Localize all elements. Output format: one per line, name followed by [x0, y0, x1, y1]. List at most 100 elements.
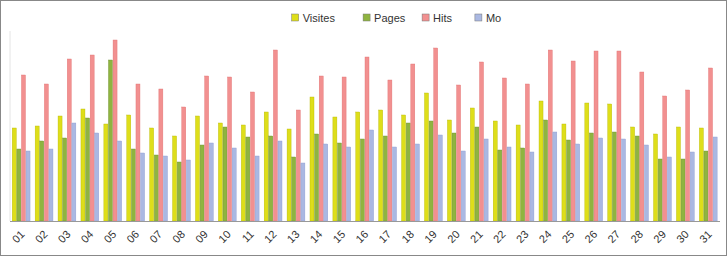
x-axis [10, 221, 720, 222]
bar [58, 116, 62, 221]
bar [667, 157, 671, 221]
bar [622, 139, 626, 221]
bar [301, 163, 305, 221]
bar [654, 134, 658, 221]
bar [447, 120, 451, 221]
bar [278, 141, 282, 221]
bar [246, 137, 250, 221]
bar [177, 162, 181, 221]
x-tick-label: 15 [330, 228, 347, 245]
bar [21, 75, 25, 221]
bar [644, 145, 648, 221]
bar [585, 103, 589, 221]
bar [663, 96, 667, 221]
x-tick-label: 17 [376, 228, 393, 245]
bar [676, 127, 680, 221]
bar [67, 59, 71, 221]
bar [402, 115, 406, 221]
bar [544, 120, 548, 221]
bar [704, 151, 708, 221]
bar [209, 143, 213, 221]
bar [319, 76, 323, 221]
bar [324, 144, 328, 221]
bar [127, 115, 131, 221]
bar [40, 141, 44, 221]
bar [709, 68, 713, 221]
bar [108, 60, 112, 221]
bar [434, 48, 438, 221]
x-tick-label: 26 [582, 228, 599, 245]
bar [12, 128, 16, 221]
bar [365, 57, 369, 221]
value-axis-line [10, 31, 11, 221]
bar [507, 147, 511, 221]
legend-label: Pages [374, 12, 406, 24]
bar [154, 155, 158, 221]
bar [457, 85, 461, 221]
x-tick-label: 27 [605, 228, 622, 245]
bar [173, 136, 177, 221]
bar [393, 147, 397, 221]
bar [370, 130, 374, 221]
x-tick-label: 02 [33, 228, 50, 245]
bar [525, 84, 529, 221]
bar [553, 132, 557, 221]
bars [12, 40, 717, 221]
bar [44, 84, 48, 221]
legend-label: Visites [303, 12, 336, 24]
bar [333, 117, 337, 221]
bar [118, 141, 122, 221]
bar [200, 145, 204, 221]
bar [429, 121, 433, 221]
bar [470, 108, 474, 221]
bar [502, 78, 506, 221]
bar [617, 51, 621, 221]
bar [296, 110, 300, 221]
bar [86, 118, 90, 221]
bar [131, 149, 135, 221]
bar [241, 125, 245, 221]
x-tick-label: 19 [422, 228, 439, 245]
bar [81, 109, 85, 221]
bar [287, 129, 291, 221]
bar [516, 125, 520, 221]
bar [218, 123, 222, 221]
x-tick-label: 18 [399, 228, 416, 245]
x-tick-label: 31 [697, 228, 714, 245]
bar [26, 151, 30, 221]
bar [90, 55, 94, 221]
bar [273, 50, 277, 221]
bar [360, 139, 364, 221]
bar [264, 112, 268, 221]
bar [356, 112, 360, 221]
x-tick-label: 20 [445, 228, 462, 245]
bar [205, 76, 209, 221]
legend: VisitesPagesHitsMo [292, 12, 501, 24]
x-tick-label: 28 [628, 228, 645, 245]
bar [342, 77, 346, 221]
legend-swatch [363, 14, 370, 21]
bar [658, 159, 662, 221]
bar [141, 153, 145, 221]
bar [337, 143, 341, 221]
x-tick-label: 04 [78, 228, 95, 245]
x-tick-label: 16 [353, 228, 370, 245]
bar [425, 93, 429, 221]
bar [681, 159, 685, 221]
x-tick-label: 10 [216, 228, 233, 245]
bar [182, 107, 186, 221]
bar [347, 147, 351, 221]
x-tick-label: 13 [285, 228, 302, 245]
bar [310, 97, 314, 221]
bar [315, 134, 319, 221]
bar [250, 92, 254, 221]
x-tick-label: 03 [56, 228, 73, 245]
bar [571, 61, 575, 221]
bar [17, 149, 21, 221]
bar [379, 110, 383, 221]
bar [186, 160, 190, 221]
bar [438, 135, 442, 221]
bar [599, 138, 603, 221]
x-tick-label: 23 [514, 228, 531, 245]
bar [576, 144, 580, 221]
